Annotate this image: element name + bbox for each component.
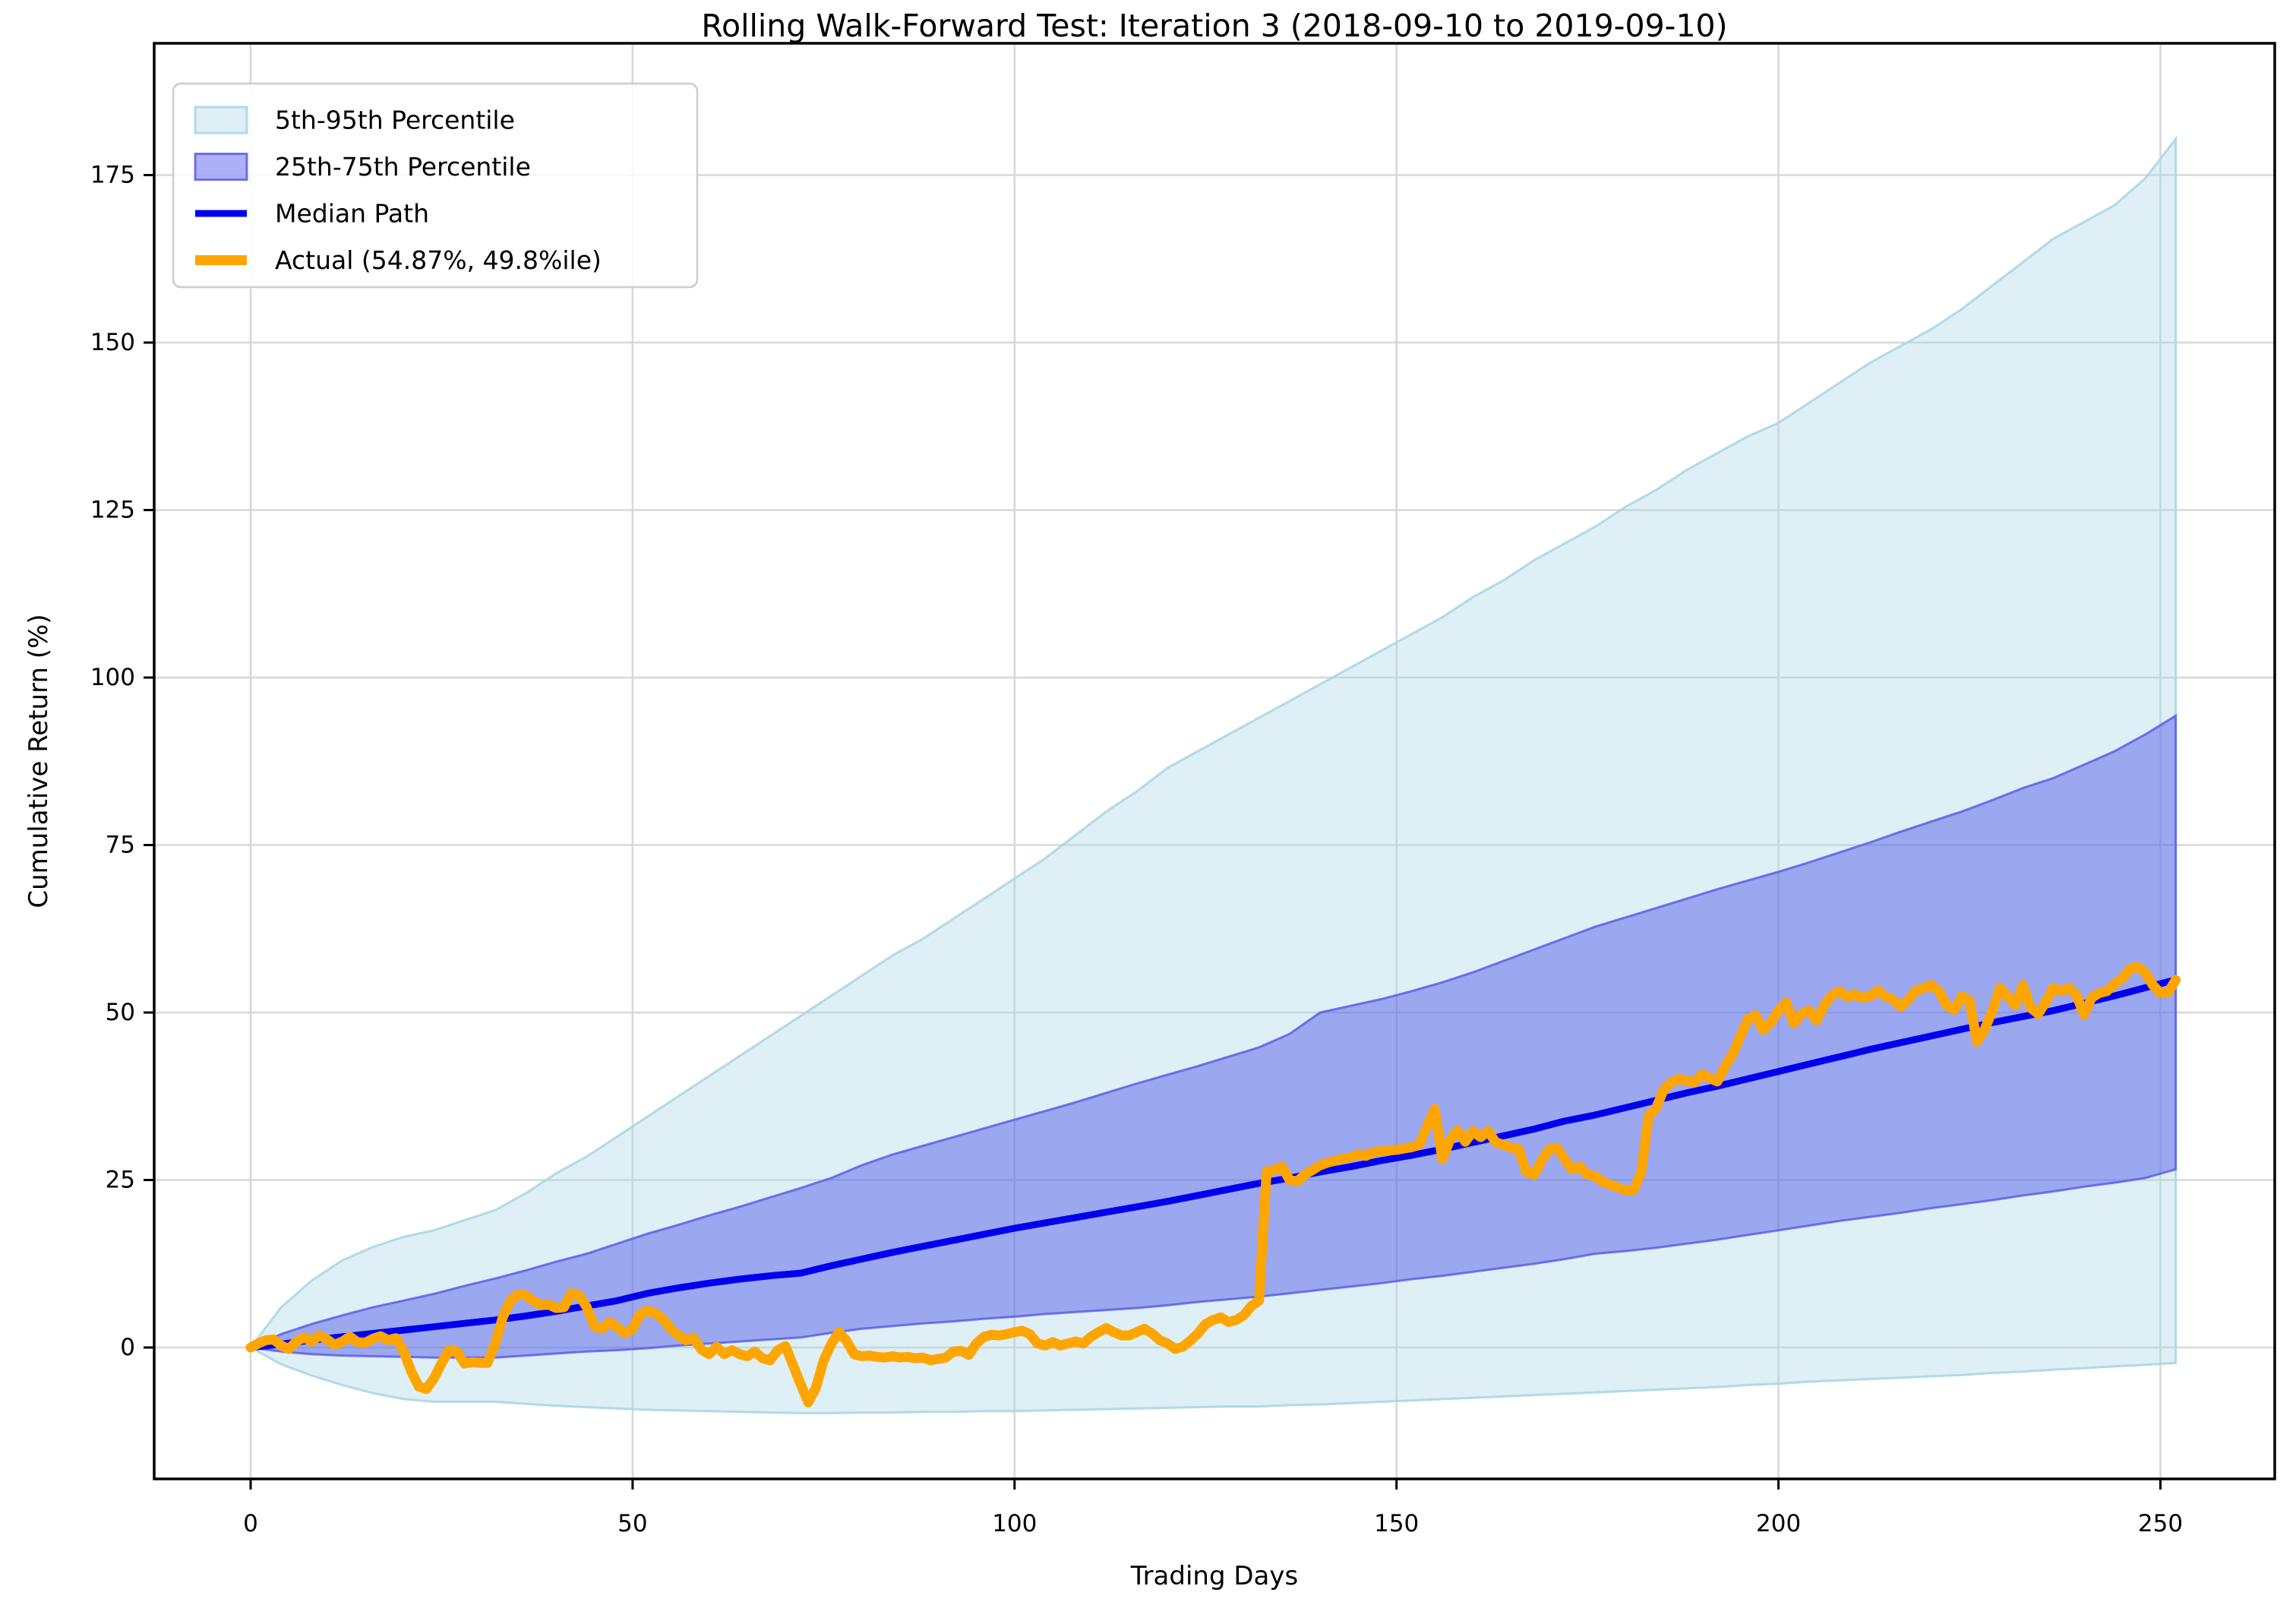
gridlines	[154, 43, 2275, 1479]
y-axis-label: Cumulative Return (%)	[24, 614, 54, 908]
y-tick-label: 0	[120, 1334, 135, 1361]
x-tick-label: 100	[992, 1510, 1037, 1537]
x-tick-label: 200	[1756, 1510, 1801, 1537]
y-tick-label: 150	[90, 329, 135, 356]
axes-box	[153, 42, 2276, 1480]
y-tick-label: 100	[90, 664, 135, 691]
legend-item-median: Median Path	[195, 199, 429, 229]
median-line	[247, 976, 2180, 1351]
y-tick-label: 75	[106, 832, 135, 859]
legend: 5th-95th Percentile 25th-75th Percentile M…	[172, 82, 699, 289]
y-tick-label: 50	[106, 999, 135, 1026]
x-tick-label: 250	[2138, 1510, 2183, 1537]
legend-swatch-band_25_75	[194, 153, 248, 181]
band-25-75	[246, 713, 2178, 1359]
x-tick-label: 50	[617, 1510, 647, 1537]
plot-area: 0 50 100 150 200 250 0 25 50 75 100 125 150 175	[90, 42, 2276, 1538]
x-tick-label: 150	[1374, 1510, 1419, 1537]
y-tick-label: 25	[106, 1167, 135, 1194]
x-axis-label: Trading Days	[1130, 1561, 1298, 1591]
legend-label-band_25_75: 25th-75th Percentile	[275, 152, 531, 182]
legend-swatch-band_5_95	[194, 106, 248, 134]
y-tick-label: 125	[90, 497, 135, 524]
y-tick-label: 175	[90, 162, 135, 189]
legend-item-band_5_95: 5th-95th Percentile	[194, 106, 515, 135]
legend-box	[172, 82, 699, 289]
legend-item-band_25_75: 25th-75th Percentile	[194, 152, 531, 182]
x-tick-label: 0	[243, 1510, 258, 1537]
legend-item-actual: Actual (54.87%, 49.8%ile)	[195, 245, 602, 275]
actual-line	[245, 962, 2181, 1408]
legend-label-actual: Actual (54.87%, 49.8%ile)	[275, 245, 602, 275]
legend-label-band_5_95: 5th-95th Percentile	[275, 106, 515, 135]
legend-label-median: Median Path	[275, 199, 429, 229]
chart-title: Rolling Walk-Forward Test: Iteration 3 (…	[701, 8, 1727, 44]
ticks: 0 50 100 150 200 250 0 25 50 75 100 125 150 175	[90, 162, 2183, 1538]
